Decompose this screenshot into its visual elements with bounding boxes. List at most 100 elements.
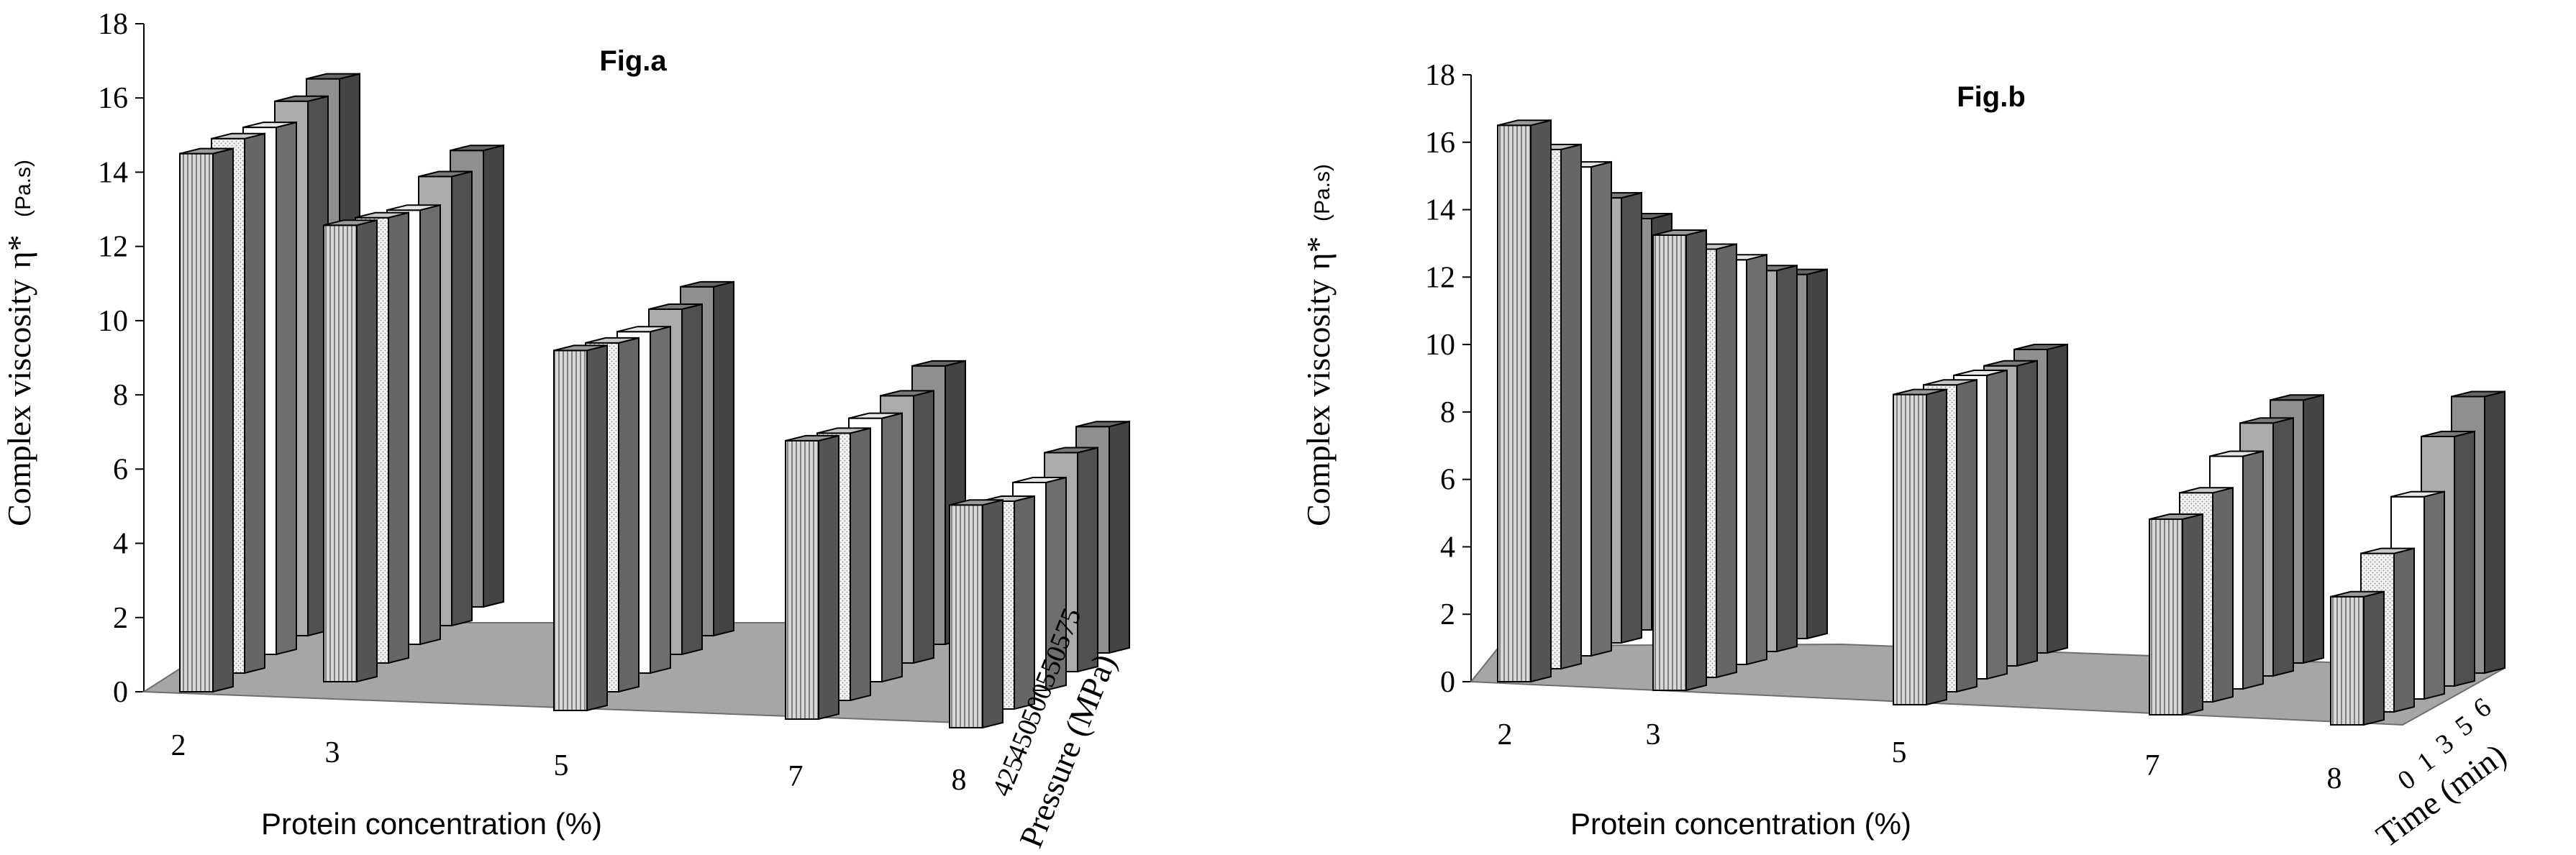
- bar-top: [816, 427, 871, 434]
- bar-top: [323, 219, 378, 227]
- bar-side: [451, 170, 473, 627]
- bar-side: [713, 280, 734, 637]
- bar-top: [2451, 390, 2506, 398]
- x-tick-label: 7: [788, 760, 804, 793]
- bar-side: [2393, 547, 2415, 713]
- y-tick-label: 2: [113, 602, 128, 635]
- x-axis-title: Protein concentration (%): [1570, 807, 1911, 841]
- y-tick-label: 12: [98, 231, 128, 264]
- bar-top: [274, 95, 329, 102]
- bar-side: [2016, 360, 2038, 667]
- x-tick-label: 5: [1892, 736, 1907, 769]
- bar: [179, 147, 234, 693]
- bar-top: [2013, 344, 2068, 350]
- bar-side: [1530, 119, 1552, 683]
- bar-top: [1075, 421, 1130, 428]
- y-axis-symbol: η*: [1300, 236, 1337, 270]
- x-tick-label: 8: [952, 764, 967, 797]
- bar-side: [1685, 229, 1707, 692]
- bar-top: [1953, 370, 2008, 376]
- bar-side: [1776, 264, 1798, 653]
- bar-side: [2484, 390, 2506, 675]
- bar-side: [1986, 369, 2008, 680]
- bar-top: [1044, 447, 1098, 454]
- bar-front: [2330, 595, 2365, 726]
- y-tick-label: 18: [98, 8, 128, 41]
- y-axis-unit: (Pa.s): [1311, 164, 1334, 221]
- x-tick-label: 2: [171, 729, 186, 762]
- bar-side: [1746, 254, 1767, 666]
- chart-title: Fig.a: [599, 45, 667, 77]
- chart-title: Fig.b: [1957, 81, 2026, 113]
- y-tick-label: 0: [1440, 666, 1455, 699]
- bar-side: [818, 434, 839, 721]
- bar-side: [586, 344, 608, 712]
- bar-top: [355, 211, 409, 219]
- y-tick-label: 0: [113, 676, 128, 709]
- bar: [1497, 119, 1552, 683]
- bar-top: [911, 360, 966, 367]
- y-axis-title: Complex viscosity: [1300, 279, 1337, 526]
- y-tick-label: 8: [113, 379, 128, 412]
- y-tick-label: 4: [113, 528, 128, 561]
- y-tick-label: 16: [98, 82, 128, 115]
- bar-top: [1893, 388, 1947, 396]
- bar-front: [553, 349, 588, 711]
- bar-side: [356, 219, 378, 683]
- bar-side: [1590, 160, 1612, 657]
- bar: [2149, 513, 2203, 716]
- bar-side: [1621, 191, 1642, 644]
- bar-top: [2390, 490, 2445, 498]
- bar-side: [618, 337, 640, 693]
- bar-side: [483, 144, 504, 608]
- bar-side: [2363, 590, 2385, 726]
- bar-side: [1926, 388, 1947, 706]
- bar-front: [1893, 393, 1927, 705]
- bar: [1652, 229, 1707, 692]
- bar-side: [1806, 268, 1828, 640]
- bar-side: [1109, 420, 1130, 654]
- y-tick-label: 14: [1425, 194, 1455, 227]
- x-tick-label: 7: [2145, 749, 2160, 782]
- y-tick-label: 12: [1425, 261, 1455, 294]
- bar-top: [1983, 360, 2038, 367]
- x-tick-label: 3: [325, 736, 340, 769]
- bar-top: [680, 280, 734, 288]
- y-axis-symbol: η*: [1, 234, 37, 268]
- bar-top: [1497, 119, 1552, 127]
- y-axis-title: Complex viscosity: [1, 279, 37, 526]
- y-tick-label: 18: [1425, 59, 1455, 92]
- bar-top: [2421, 431, 2475, 437]
- bar-side: [2272, 417, 2294, 677]
- bar-top: [211, 132, 265, 140]
- bar-front: [2149, 518, 2183, 715]
- z-axis-title: Time (min): [2370, 736, 2513, 854]
- bar-top: [2360, 547, 2415, 554]
- bar-side: [244, 132, 265, 675]
- bar-side: [1716, 243, 1737, 679]
- bar-top: [386, 204, 441, 211]
- bar-top: [1012, 477, 1067, 483]
- bar-side: [2303, 394, 2324, 664]
- bar-front: [785, 439, 819, 720]
- y-tick-label: 10: [98, 305, 128, 338]
- bar-top: [949, 499, 1003, 506]
- bar-side: [1560, 143, 1582, 670]
- depth-tick-label: 5: [2450, 710, 2479, 742]
- bar-side: [2047, 343, 2068, 654]
- bar-side: [2212, 487, 2234, 703]
- bar-side: [2423, 490, 2445, 700]
- y-tick-label: 14: [98, 156, 128, 189]
- bar-top: [880, 390, 934, 397]
- bar-front: [323, 224, 358, 682]
- bar-top: [306, 73, 360, 80]
- bar-top: [2270, 394, 2324, 401]
- y-tick-label: 16: [1425, 127, 1455, 160]
- bar-side: [650, 325, 671, 675]
- bar-side: [2182, 513, 2203, 716]
- bar-front: [179, 152, 214, 692]
- bar-top: [616, 326, 671, 333]
- bar-front: [1497, 124, 1532, 682]
